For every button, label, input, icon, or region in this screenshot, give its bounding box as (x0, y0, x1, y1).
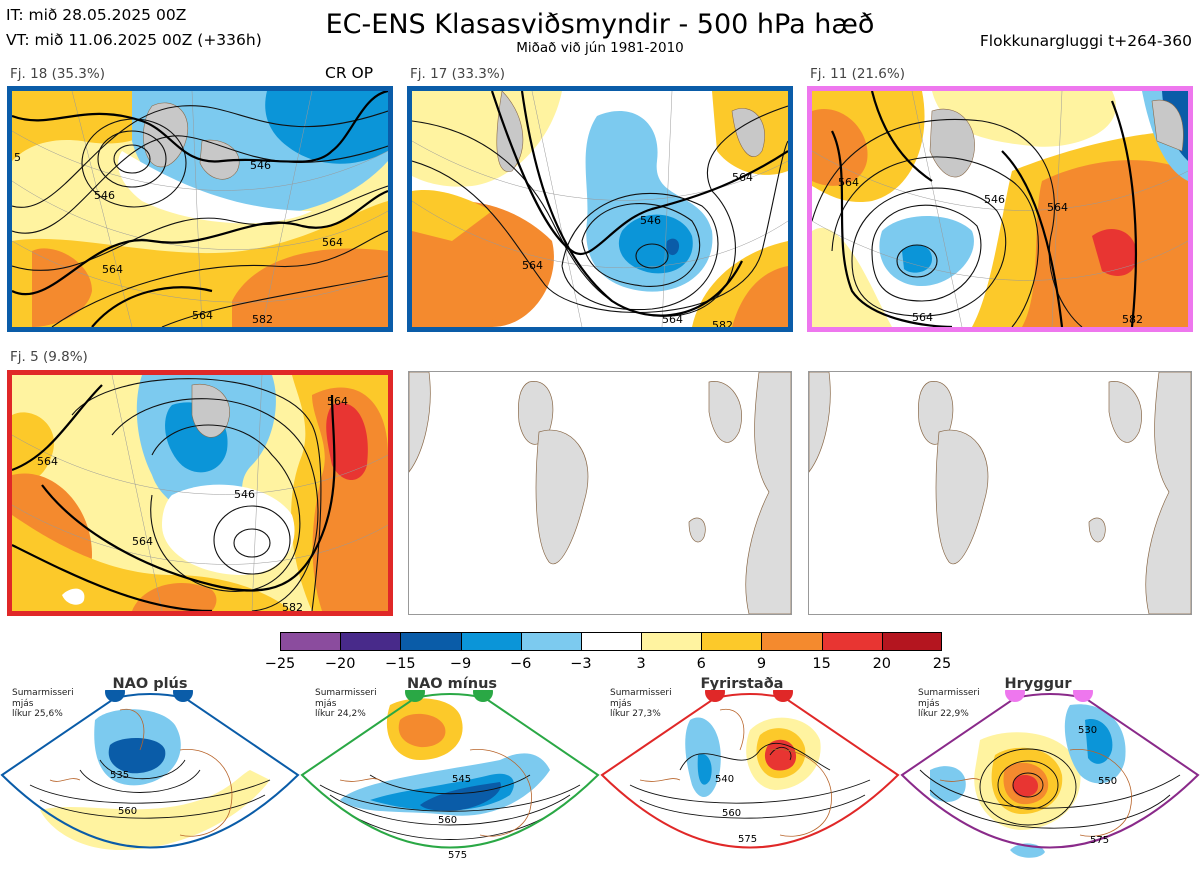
contour-label: 564 (37, 455, 58, 468)
regime-info-nao-plus: Sumarmisseri mjás líkur 25,6% (12, 688, 74, 719)
panel-1-label: Fj. 18 (35.3%) (10, 66, 105, 82)
contour-label: 564 (132, 535, 153, 548)
cluster-map-3: 546 564 564 564 582 (807, 86, 1193, 332)
contour-label: 546 (234, 488, 255, 501)
cluster-map-4: 546 564 564 564 582 (7, 370, 393, 616)
contour-label: 582 (252, 313, 273, 326)
regime-marker (473, 690, 493, 702)
panel-4-label: Fj. 5 (9.8%) (10, 349, 88, 365)
colorbar-tick-label: −6 (510, 656, 532, 672)
empty-map-1 (408, 371, 792, 615)
contour-label: 575 (448, 850, 467, 861)
regime-marker (705, 690, 725, 702)
regime-title-blocking: Fyrirstaða (700, 676, 784, 692)
colorbar-tick-label: −15 (385, 656, 416, 672)
empty-map-2 (808, 371, 1192, 615)
regime-info-blocking: Sumarmisseri mjás líkur 27,3% (610, 688, 672, 719)
contour-label: 546 (94, 189, 115, 202)
regime-marker (1005, 690, 1025, 702)
panel-3-label: Fj. 11 (21.6%) (810, 66, 905, 82)
colorbar-tick-label: 9 (756, 656, 767, 672)
initial-time: IT: mið 28.05.2025 00Z (6, 6, 187, 24)
colorbar-segment (761, 632, 822, 651)
regime-marker (173, 690, 193, 702)
contour-label: 560 (118, 806, 137, 817)
regime-marker (773, 690, 793, 702)
cluster-map-2: 546 564 564 564 582 (407, 86, 793, 332)
colorbar-segment (340, 632, 401, 651)
colorbar (280, 632, 942, 651)
colorbar-tick-label: −25 (264, 656, 296, 672)
contour-label: 575 (738, 834, 757, 845)
colorbar-segment (701, 632, 762, 651)
page-title: EC-ENS Klasasviðsmyndir - 500 hPa hæð (325, 9, 875, 40)
contour-label: 546 (984, 193, 1005, 206)
contour-label: 560 (438, 815, 457, 826)
colorbar-tick-label: 25 (932, 656, 952, 672)
panel-1-extra: CR OP (325, 64, 374, 82)
contour-label: 564 (192, 309, 213, 322)
colorbar-tick-label: 20 (872, 656, 892, 672)
contour-label: 582 (282, 601, 303, 611)
contour-label: 564 (732, 171, 753, 184)
contour-label: 560 (722, 808, 741, 819)
regime-title-nao-plus: NAO plús (112, 676, 188, 692)
regime-info-nao-minus: Sumarmisseri mjás líkur 24,2% (315, 688, 377, 719)
contour-label: 564 (1047, 201, 1068, 214)
valid-time: VT: mið 11.06.2025 00Z (+336h) (6, 31, 262, 49)
contour-label: 5 (14, 151, 21, 164)
regime-title-nao-minus: NAO mínus (406, 676, 498, 692)
colorbar-segment (641, 632, 702, 651)
contour-label: 564 (102, 263, 123, 276)
contour-label: 575 (1090, 835, 1109, 846)
cluster-map-1: 546 546 564 564 564 582 5 (7, 86, 393, 332)
colorbar-segment (821, 632, 882, 651)
regime-marker (1073, 690, 1093, 702)
colorbar-tick-label: −3 (570, 656, 592, 672)
contour-label: 582 (712, 319, 733, 327)
contour-label: 546 (640, 214, 661, 227)
contour-label: 530 (1078, 725, 1097, 736)
regime-info-ridge: Sumarmisseri mjás líkur 22,9% (918, 688, 980, 719)
contour-label: 564 (662, 313, 683, 326)
classification-window: Flokkunargluggi t+264-360 (979, 32, 1192, 50)
colorbar-tick-label: 3 (636, 656, 646, 672)
regime-row: NAO plús Sumarmisseri mjás líkur 25,6% 5… (0, 676, 1200, 871)
contour-label: 564 (322, 236, 343, 249)
regime-title-ridge: Hryggur (1004, 676, 1072, 692)
colorbar-segment (580, 632, 642, 651)
panel-2-label: Fj. 17 (33.3%) (410, 66, 505, 82)
colorbar-tick-label: −9 (449, 656, 472, 672)
colorbar-tick-label: 6 (696, 656, 706, 672)
contour-label: 582 (1122, 313, 1143, 326)
colorbar-segment (280, 632, 341, 651)
subtitle: Miðað við jún 1981-2010 (516, 40, 684, 56)
contour-label: 564 (838, 176, 859, 189)
contour-label: 564 (522, 259, 543, 272)
contour-label: 550 (1098, 776, 1117, 787)
colorbar-segment (520, 632, 581, 651)
contour-label: 535 (110, 770, 129, 781)
colorbar-segment (400, 632, 461, 651)
colorbar-tick-label: 15 (812, 656, 831, 672)
colorbar-segment (881, 632, 942, 651)
contour-label: 546 (250, 159, 271, 172)
colorbar-tick-label: −20 (324, 656, 356, 672)
regime-marker (405, 690, 425, 702)
contour-label: 564 (912, 311, 933, 324)
contour-label: 540 (715, 774, 734, 785)
contour-label: 545 (452, 774, 471, 785)
contour-label: 564 (327, 395, 348, 408)
colorbar-segment (460, 632, 521, 651)
regime-marker (105, 690, 125, 702)
